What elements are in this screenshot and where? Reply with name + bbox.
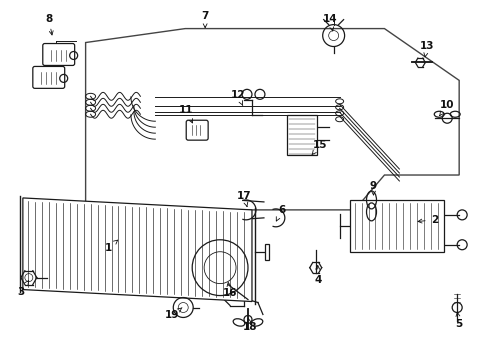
FancyBboxPatch shape [33,67,65,88]
Text: 8: 8 [45,14,53,35]
Bar [265,244,269,260]
Text: 11: 11 [179,105,194,123]
Text: 6: 6 [276,205,286,221]
Text: 9: 9 [370,181,377,195]
Text: 17: 17 [237,191,251,207]
Polygon shape [23,198,252,302]
FancyBboxPatch shape [186,120,208,140]
Text: 7: 7 [201,11,209,28]
Text: 19: 19 [165,308,182,320]
Text: 4: 4 [314,265,321,285]
Text: 18: 18 [243,318,257,332]
Text: 16: 16 [223,282,237,298]
Text: 13: 13 [420,41,435,57]
Text: 2: 2 [418,215,438,225]
Text: 1: 1 [105,240,118,253]
Text: 10: 10 [440,100,454,116]
Text: 14: 14 [322,14,337,31]
Text: 12: 12 [231,90,245,105]
Bar [287,115,317,155]
Text: 3: 3 [17,281,29,297]
Bar [349,200,444,252]
Text: 5: 5 [456,312,463,329]
Text: 15: 15 [312,140,327,155]
FancyBboxPatch shape [43,44,74,66]
